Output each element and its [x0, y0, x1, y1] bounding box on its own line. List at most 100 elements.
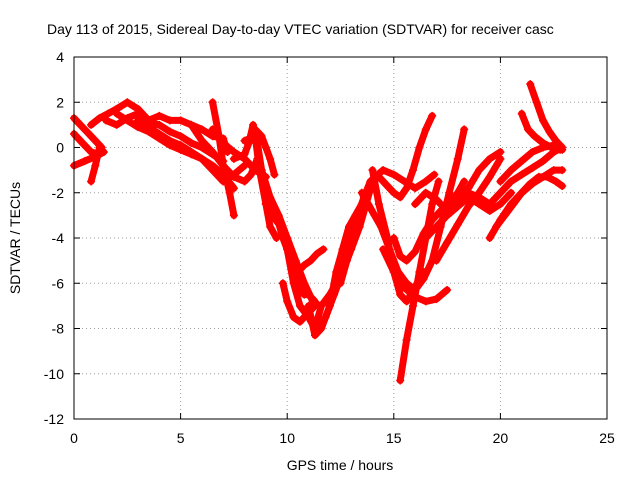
- data-point: [396, 252, 405, 261]
- data-point: [411, 200, 420, 209]
- data-series: [70, 80, 567, 385]
- data-point: [155, 120, 164, 129]
- data-point: [485, 234, 494, 242]
- data-point: [389, 188, 398, 197]
- data-point: [246, 170, 255, 179]
- data-point: [443, 238, 452, 247]
- data-point: [460, 125, 469, 134]
- y-tick-label: -2: [52, 185, 65, 201]
- data-point: [402, 335, 411, 344]
- data-point: [445, 188, 454, 197]
- data-point: [283, 297, 292, 306]
- data-point: [78, 138, 87, 147]
- data-point: [336, 279, 345, 288]
- data-point: [496, 200, 505, 209]
- y-tick-label: -6: [52, 275, 65, 291]
- y-tick-label: 4: [56, 49, 64, 65]
- data-point: [464, 202, 473, 211]
- data-point: [266, 154, 275, 163]
- data-point: [197, 125, 206, 134]
- data-point: [364, 200, 373, 209]
- data-point: [381, 179, 390, 188]
- data-point: [229, 154, 238, 163]
- data-point: [496, 188, 505, 197]
- data-point: [261, 188, 270, 197]
- data-point: [304, 301, 313, 310]
- data-point: [396, 376, 405, 385]
- data-point: [507, 188, 516, 197]
- data-point: [112, 109, 121, 118]
- data-point: [353, 211, 362, 220]
- data-point: [310, 331, 319, 340]
- data-point: [208, 98, 217, 107]
- data-point: [295, 301, 304, 310]
- data-point: [547, 143, 556, 152]
- data-point: [229, 211, 238, 220]
- data-point: [543, 172, 552, 181]
- x-tick-label: 15: [386, 430, 402, 446]
- data-point: [485, 154, 494, 163]
- data-point: [249, 120, 258, 129]
- data-point: [176, 141, 185, 150]
- data-point: [453, 220, 462, 229]
- series-line: [187, 121, 261, 185]
- data-point: [558, 181, 567, 190]
- data-point: [379, 245, 388, 254]
- data-point: [313, 249, 322, 258]
- series-line: [358, 125, 468, 294]
- data-point: [197, 136, 206, 145]
- data-point: [496, 148, 505, 157]
- data-point: [330, 290, 339, 299]
- data-point: [357, 188, 366, 197]
- data-point: [229, 148, 238, 157]
- data-point: [485, 206, 494, 215]
- data-point: [411, 184, 420, 193]
- data-point: [396, 290, 405, 299]
- data-point: [219, 138, 228, 147]
- x-tick-label: 25: [599, 430, 615, 446]
- data-point: [295, 279, 304, 288]
- data-point: [187, 138, 196, 147]
- data-point: [539, 157, 548, 166]
- data-point: [530, 132, 539, 141]
- data-point: [317, 324, 326, 333]
- data-point: [432, 256, 441, 265]
- data-point: [91, 161, 100, 170]
- data-point: [347, 234, 356, 242]
- series-20: [293, 245, 328, 276]
- data-point: [283, 234, 292, 242]
- data-point: [415, 267, 424, 276]
- data-point: [558, 143, 567, 152]
- data-point: [475, 193, 484, 202]
- data-point: [155, 129, 164, 138]
- data-point: [517, 188, 526, 197]
- data-point: [133, 116, 142, 125]
- data-point: [496, 177, 505, 186]
- data-point: [496, 154, 505, 163]
- data-point: [434, 177, 443, 186]
- data-point: [289, 256, 298, 265]
- data-point: [342, 256, 351, 265]
- data-point: [428, 200, 437, 209]
- data-point: [492, 222, 501, 231]
- data-point: [208, 166, 217, 175]
- data-point: [278, 279, 287, 288]
- data-point: [95, 114, 104, 123]
- y-axis-label: SDTVAR / TECUs: [7, 182, 23, 294]
- data-point: [408, 166, 417, 175]
- data-point: [428, 111, 437, 120]
- data-point: [338, 245, 347, 254]
- data-point: [80, 157, 89, 166]
- data-point: [421, 125, 430, 134]
- data-point: [517, 109, 526, 118]
- data-point: [551, 177, 560, 186]
- chart-title: Day 113 of 2015, Sidereal Day-to-day VTE…: [47, 21, 554, 37]
- data-point: [101, 116, 110, 125]
- data-point: [319, 245, 328, 254]
- data-point: [389, 234, 398, 242]
- data-point: [306, 256, 315, 265]
- data-point: [240, 177, 249, 186]
- data-point: [219, 161, 228, 170]
- data-point: [509, 200, 518, 209]
